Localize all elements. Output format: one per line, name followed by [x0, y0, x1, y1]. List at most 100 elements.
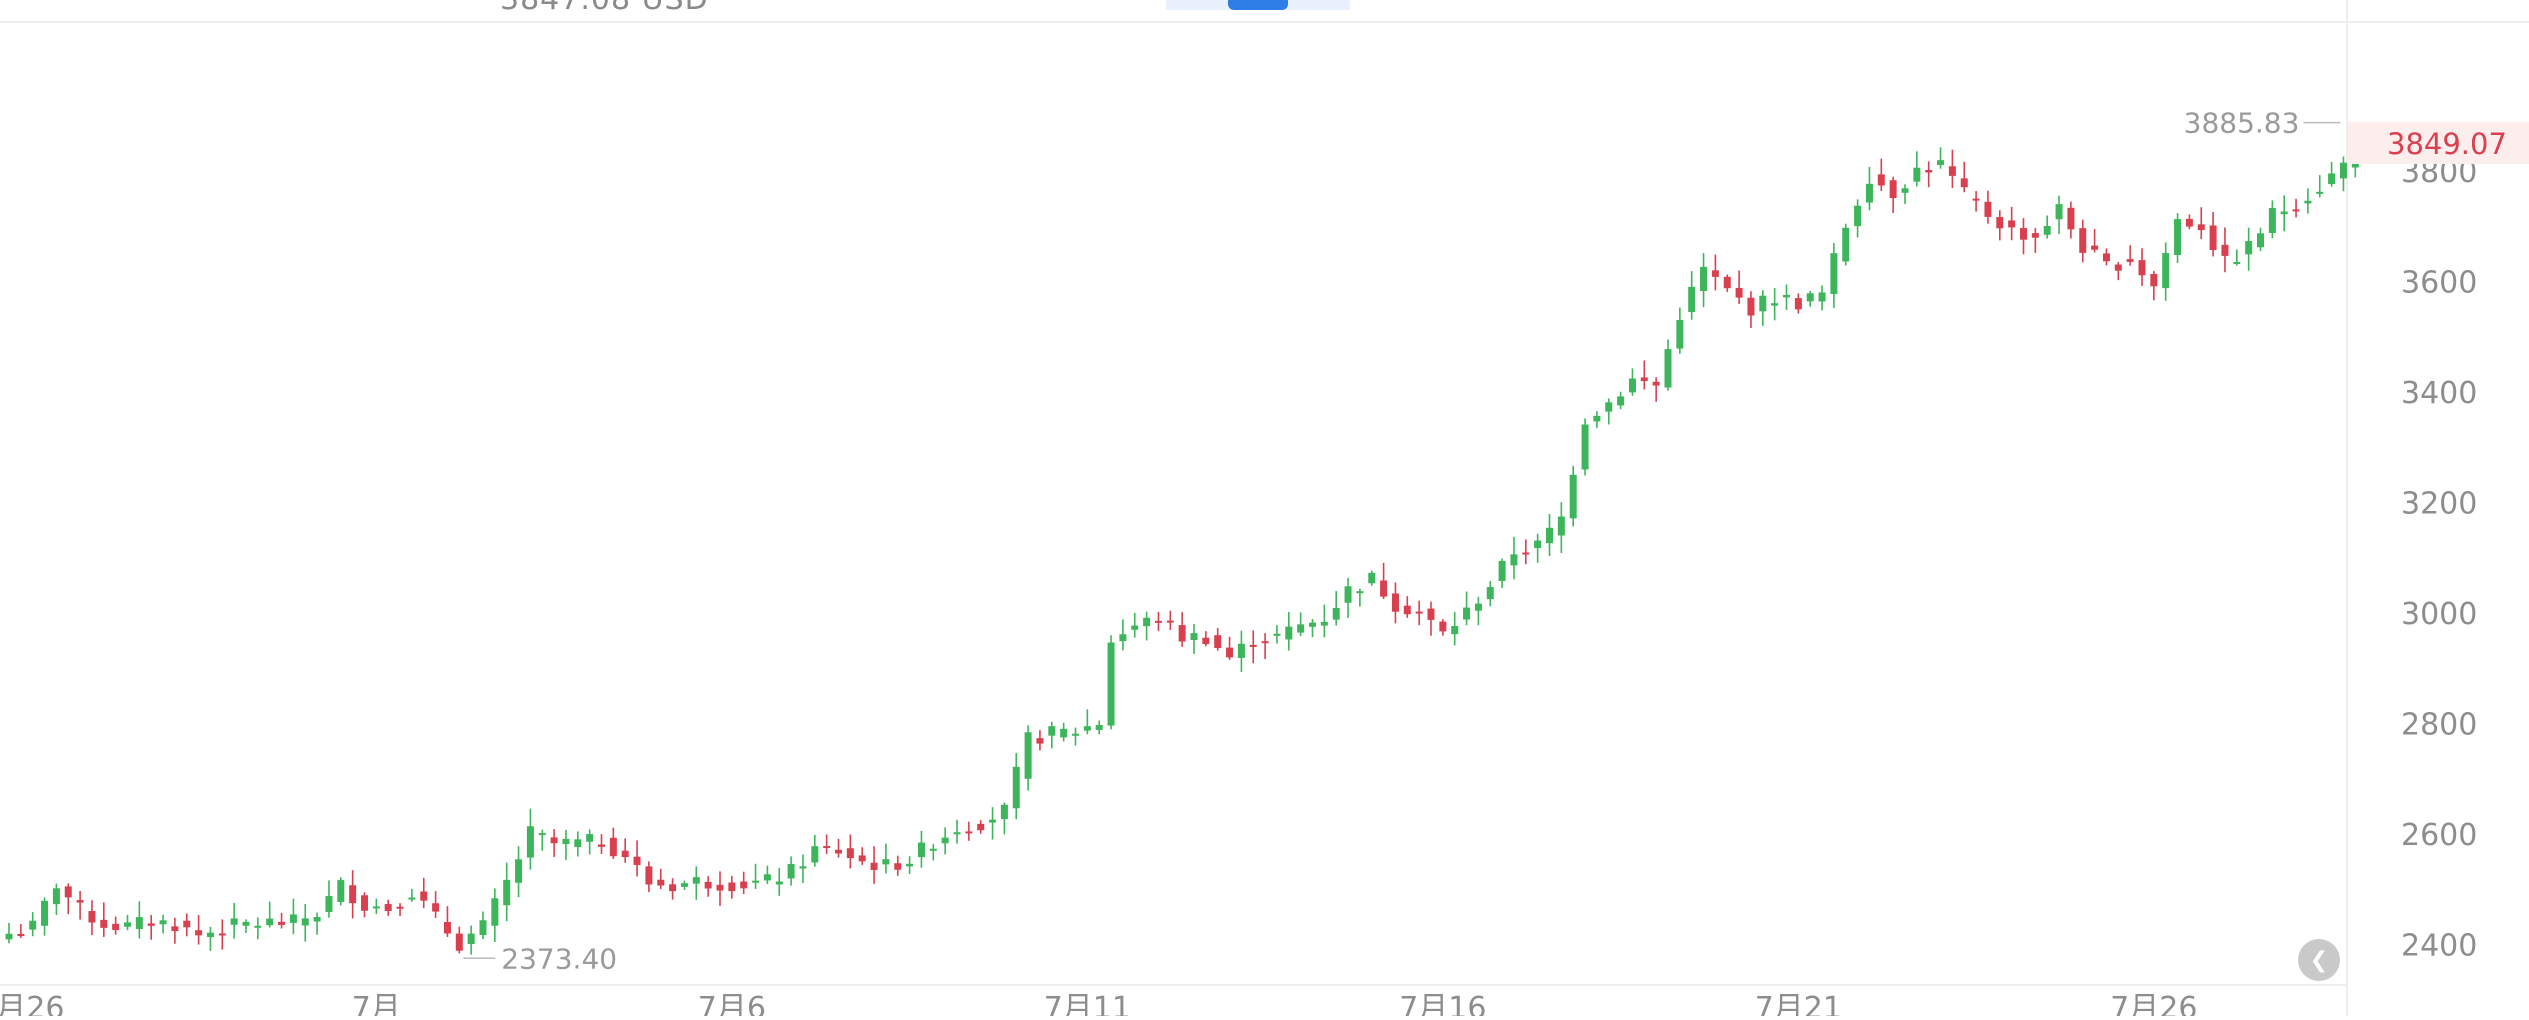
candle-body: [1960, 178, 1968, 188]
candle-body: [1854, 205, 1862, 227]
candle-body: [1877, 174, 1885, 186]
candle-body: [609, 837, 617, 857]
candle-body: [752, 880, 760, 883]
candle-body: [2126, 259, 2134, 262]
candle-body: [1901, 188, 1909, 193]
candle-body: [2031, 233, 2039, 238]
candle-body: [1237, 643, 1245, 658]
candle-body: [408, 897, 416, 900]
candle-body: [1794, 298, 1802, 310]
candle-body: [1072, 733, 1079, 736]
candle-body: [52, 888, 60, 905]
candle-body: [1498, 560, 1506, 581]
candle-body: [1534, 540, 1542, 549]
candle-body: [1948, 166, 1956, 176]
candle-body: [2020, 228, 2027, 240]
candle-body: [242, 921, 250, 926]
candle-body: [1676, 319, 1684, 349]
price-header: 3847.08 USD: [500, 0, 709, 17]
low-marker-label: 2373.40: [501, 942, 617, 975]
candle-body: [2055, 204, 2063, 220]
collapse-icon[interactable]: ❮: [2298, 939, 2340, 981]
candle-body: [1735, 287, 1743, 298]
candle-body: [1107, 642, 1115, 726]
candle-body: [491, 898, 499, 926]
candle-body: [1723, 276, 1731, 289]
candle-body: [2209, 225, 2217, 251]
candle-body: [1356, 591, 1364, 594]
candle-body: [64, 886, 72, 898]
candle-body: [1439, 621, 1447, 632]
candle-body: [1652, 381, 1660, 386]
candle-body: [680, 883, 688, 887]
candle-body: [1131, 625, 1139, 630]
candle-body: [88, 911, 96, 923]
candle-body: [917, 842, 925, 858]
x-tick-label: 7月6: [698, 991, 766, 1016]
candle-body: [2292, 209, 2300, 212]
candle-body: [2197, 224, 2205, 231]
candle-body: [1178, 625, 1186, 642]
candle-body: [2091, 245, 2099, 250]
candle-body: [1486, 587, 1494, 600]
candle-body: [254, 925, 262, 928]
x-tick-label: 7月16: [1399, 991, 1486, 1016]
candle-body: [313, 917, 321, 922]
candle-body: [1984, 201, 1992, 217]
candle-body: [2339, 162, 2347, 179]
candle-body: [2328, 173, 2336, 185]
candle-body: [1688, 286, 1696, 313]
candle-body: [835, 849, 842, 854]
candle-body: [1783, 294, 1790, 298]
candle-body: [823, 846, 831, 849]
candle-body: [775, 881, 783, 885]
candle-body: [2079, 228, 2087, 253]
candle-body: [2185, 218, 2193, 227]
y-tick-label: 3200: [2401, 487, 2477, 522]
candle-body: [443, 921, 451, 934]
candle-body: [2067, 207, 2075, 230]
candle-body: [349, 885, 357, 904]
candle-body: [135, 917, 143, 930]
candle-body: [1403, 605, 1411, 615]
candle-body: [515, 859, 523, 883]
candle-body: [882, 859, 890, 865]
candle-body: [1889, 180, 1897, 199]
candle-body: [598, 844, 605, 847]
candle-body: [1640, 377, 1648, 382]
candle-body: [1415, 611, 1423, 614]
candle-body: [1190, 633, 1198, 640]
candle-body: [361, 895, 368, 911]
candle-body: [1095, 725, 1103, 730]
candle-body: [1759, 295, 1767, 312]
candle-body: [1451, 626, 1459, 635]
candle-body: [1166, 620, 1174, 623]
candle-body: [1391, 593, 1399, 612]
candle-body: [2257, 233, 2264, 248]
candle-body: [171, 926, 179, 932]
candle-body: [1060, 728, 1068, 738]
candle-body: [2268, 208, 2276, 233]
candle-body: [1202, 637, 1210, 645]
y-tick-label: 2800: [2401, 708, 2477, 743]
candle-body: [941, 837, 949, 844]
x-tick-label: 7月21: [1755, 991, 1842, 1016]
candle-body: [1842, 227, 1850, 262]
candle-body: [1510, 554, 1518, 566]
candle-body: [728, 882, 736, 892]
candle-body: [1569, 474, 1577, 519]
candle-body: [1664, 349, 1672, 388]
candle-body: [396, 906, 404, 909]
candle-body: [846, 848, 854, 859]
candle-body: [5, 933, 13, 940]
candle-body: [2008, 220, 2016, 228]
candle-body: [692, 877, 700, 884]
candle-body: [1000, 804, 1008, 820]
candle-body: [372, 906, 380, 909]
candle-body: [1628, 378, 1636, 393]
candle-body: [2114, 264, 2122, 271]
candle-body: [2316, 191, 2324, 194]
candle-body: [2138, 260, 2146, 276]
candle-body: [1119, 634, 1127, 642]
